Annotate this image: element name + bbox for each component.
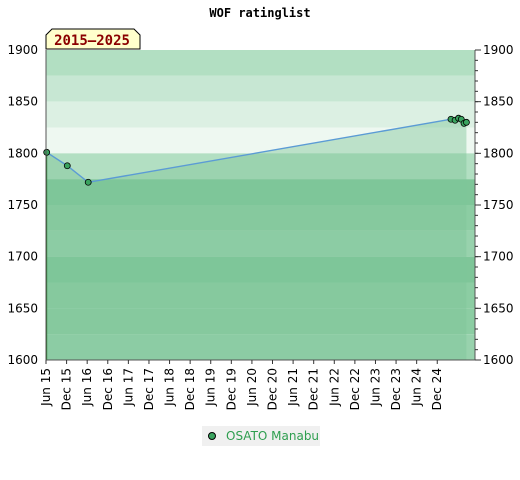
x-tick-label: Jun 23: [368, 368, 382, 407]
legend-label: OSATO Manabu: [226, 429, 319, 443]
x-tick-label: Jun 21: [286, 368, 300, 407]
rating-band: [46, 256, 475, 283]
period-badge-label: 2015–2025: [54, 33, 130, 49]
rating-area: [46, 118, 467, 360]
x-tick-label: Dec 20: [266, 368, 280, 410]
y-tick-label-left: 1600: [7, 353, 38, 367]
rating-point: [463, 118, 470, 126]
y-tick-label-right: 1800: [483, 146, 514, 160]
rating-band: [46, 308, 475, 335]
x-tick-label: Dec 23: [389, 368, 403, 410]
rating-area-fill: [46, 118, 467, 360]
y-tick-label-right: 1850: [483, 95, 514, 109]
y-tick-label-left: 1750: [7, 198, 38, 212]
x-tick-label: Jun 17: [121, 368, 135, 407]
y-tick-label-right: 1700: [483, 250, 514, 264]
rating-band: [46, 230, 475, 257]
rating-band: [46, 205, 475, 231]
y-tick-label-right: 1900: [483, 43, 514, 57]
chart-title: WOF ratinglist: [209, 6, 310, 20]
y-tick-label-right: 1600: [483, 353, 514, 367]
y-axis-right: 1600 1650 1700 1750 1800 1850 1900: [475, 43, 514, 367]
rating-band: [46, 153, 475, 180]
x-tick-label: Jun 16: [80, 368, 94, 407]
rating-band: [46, 101, 475, 128]
x-tick-label: Dec 17: [142, 368, 156, 410]
rating-point: [84, 178, 92, 186]
x-tick-label: Jun 24: [410, 368, 424, 407]
y-tick-label-left: 1700: [7, 250, 38, 264]
y-tick-label-left: 1900: [7, 43, 38, 57]
period-badge-shape: [45, 28, 141, 50]
legend[interactable]: OSATO Manabu: [202, 426, 320, 446]
legend-marker: [208, 432, 216, 440]
rating-point: [43, 148, 51, 156]
x-tick-label: Jun 20: [245, 368, 259, 407]
rating-band: [46, 127, 475, 154]
x-tick-label: Jun 22: [327, 368, 341, 407]
rating-band: [46, 50, 475, 76]
y-tick-label-left: 1800: [7, 146, 38, 160]
rating-bands: [46, 50, 475, 360]
period-badge: 2015–2025: [45, 28, 141, 50]
x-tick-label: Dec 18: [183, 368, 197, 410]
y-tick-label-left: 1850: [7, 95, 38, 109]
rating-band: [46, 282, 475, 309]
y-tick-label-right: 1650: [483, 301, 514, 315]
x-tick-label: Jun 18: [163, 368, 177, 407]
rating-markers: [43, 114, 470, 186]
x-tick-label: Dec 16: [101, 368, 115, 410]
x-tick-label: Jun 19: [204, 368, 218, 407]
x-tick-label: Jun 15: [39, 368, 53, 407]
x-tick-label: Dec 21: [307, 368, 321, 410]
x-tick-label: Dec 22: [348, 368, 362, 410]
x-axis: Jun 15 Dec 15 Jun 16 Dec 16 Jun 17 Dec 17 Jun …: [39, 360, 444, 410]
rating-band: [46, 334, 475, 360]
y-axis-left: 1600 1650 1700 1750 1800 1850 1900: [7, 43, 38, 367]
x-tick-label: Dec 15: [60, 368, 74, 410]
x-tick-label: Dec 19: [224, 368, 238, 410]
legend-background: [202, 426, 320, 446]
y-tick-label-right: 1750: [483, 198, 514, 212]
y-tick-label-left: 1650: [7, 301, 38, 315]
rating-point: [63, 162, 71, 170]
x-tick-label: Dec 24: [430, 368, 444, 410]
rating-band: [46, 75, 475, 102]
rating-band: [46, 179, 475, 205]
